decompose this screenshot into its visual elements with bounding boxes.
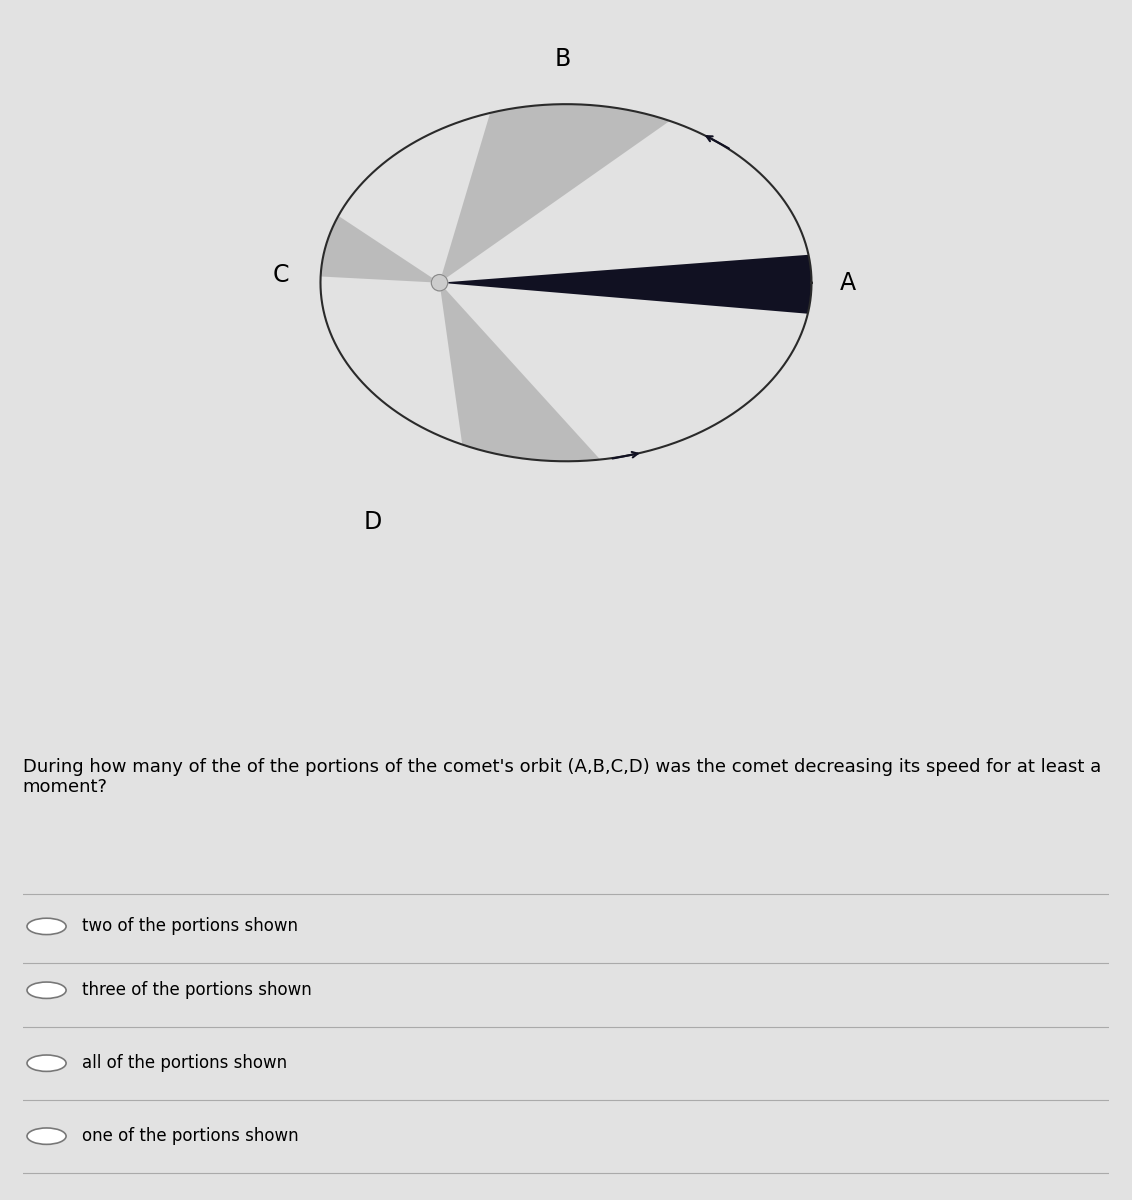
Text: D: D	[363, 510, 381, 534]
Text: A: A	[840, 271, 856, 295]
Polygon shape	[439, 283, 600, 461]
Circle shape	[431, 275, 447, 290]
Circle shape	[27, 918, 66, 935]
Text: C: C	[273, 263, 290, 287]
Polygon shape	[439, 254, 812, 313]
Circle shape	[27, 1128, 66, 1145]
Text: one of the portions shown: one of the portions shown	[83, 1127, 299, 1145]
Text: two of the portions shown: two of the portions shown	[83, 917, 299, 936]
Polygon shape	[320, 216, 439, 283]
Circle shape	[27, 982, 66, 998]
Text: B: B	[555, 47, 571, 71]
Circle shape	[27, 1055, 66, 1072]
Polygon shape	[439, 104, 670, 283]
Text: three of the portions shown: three of the portions shown	[83, 982, 312, 1000]
Text: all of the portions shown: all of the portions shown	[83, 1055, 288, 1073]
Text: During how many of the of the portions of the comet's orbit (A,B,C,D) was the co: During how many of the of the portions o…	[23, 757, 1101, 797]
